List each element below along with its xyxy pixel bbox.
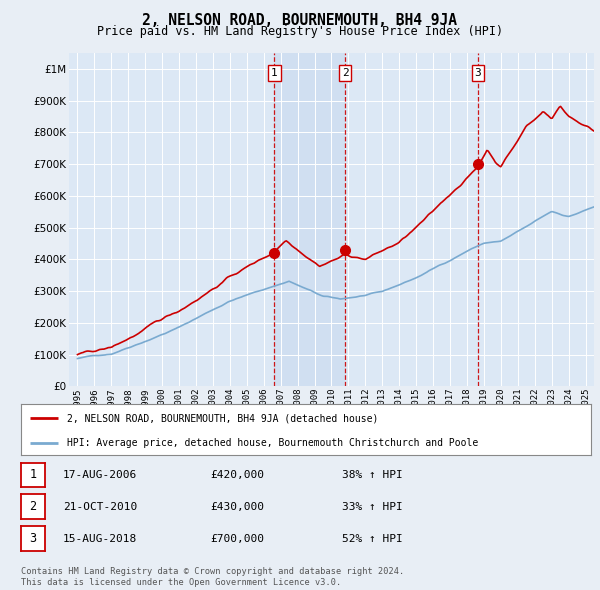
Text: 2: 2: [29, 500, 37, 513]
Text: 3: 3: [474, 68, 481, 78]
Text: Price paid vs. HM Land Registry's House Price Index (HPI): Price paid vs. HM Land Registry's House …: [97, 25, 503, 38]
Text: 3: 3: [29, 532, 37, 545]
Text: 52% ↑ HPI: 52% ↑ HPI: [342, 534, 403, 543]
Text: 38% ↑ HPI: 38% ↑ HPI: [342, 470, 403, 480]
Text: 15-AUG-2018: 15-AUG-2018: [63, 534, 137, 543]
Text: 2, NELSON ROAD, BOURNEMOUTH, BH4 9JA (detached house): 2, NELSON ROAD, BOURNEMOUTH, BH4 9JA (de…: [67, 413, 378, 423]
Text: £430,000: £430,000: [210, 502, 264, 512]
Text: £700,000: £700,000: [210, 534, 264, 543]
Text: 2: 2: [342, 68, 349, 78]
Text: HPI: Average price, detached house, Bournemouth Christchurch and Poole: HPI: Average price, detached house, Bour…: [67, 438, 478, 447]
Text: 1: 1: [29, 468, 37, 481]
Text: £420,000: £420,000: [210, 470, 264, 480]
Text: Contains HM Land Registry data © Crown copyright and database right 2024.: Contains HM Land Registry data © Crown c…: [21, 566, 404, 576]
Bar: [274, 53, 345, 386]
Text: This data is licensed under the Open Government Licence v3.0.: This data is licensed under the Open Gov…: [21, 578, 341, 588]
Text: 21-OCT-2010: 21-OCT-2010: [63, 502, 137, 512]
Text: 2, NELSON ROAD, BOURNEMOUTH, BH4 9JA: 2, NELSON ROAD, BOURNEMOUTH, BH4 9JA: [143, 13, 458, 28]
Text: 33% ↑ HPI: 33% ↑ HPI: [342, 502, 403, 512]
Text: 1: 1: [271, 68, 278, 78]
Text: 17-AUG-2006: 17-AUG-2006: [63, 470, 137, 480]
